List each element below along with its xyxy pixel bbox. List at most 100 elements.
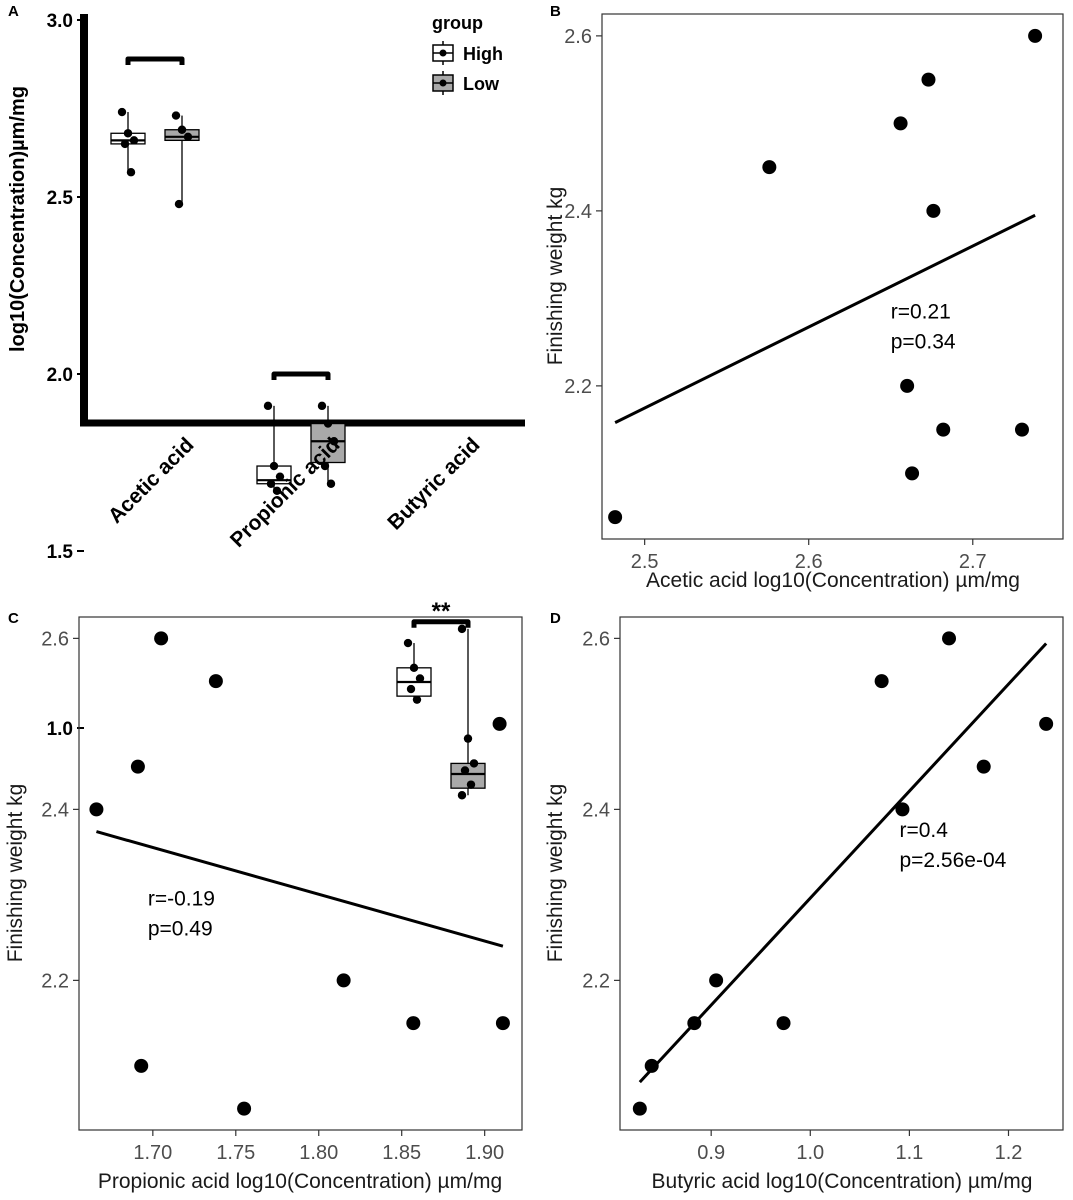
box-point (269, 461, 279, 471)
panel-c-r-value: r=-0.19 (148, 888, 215, 911)
box-point (272, 486, 282, 496)
scatter-point (905, 466, 920, 481)
box-point (469, 759, 479, 768)
scatter-point (976, 759, 991, 774)
panel-b-fit-line (614, 213, 1036, 424)
panel-a-y-tick-label: 1.5 (47, 542, 74, 563)
panel-a-boxplot: log10(Concentration)µm/mg 1.0 1.5 2.0 2.5 3.… (7, 11, 525, 800)
scatter-point (1014, 422, 1029, 437)
panel-a-y-tick-label: 2.0 (47, 365, 73, 386)
y-tick-label: 2.4 (564, 201, 592, 223)
box-point (174, 199, 184, 209)
panel-b-x-label: Acetic acid log10(Concentration) µm/mg (646, 569, 1020, 592)
scatter-point (926, 203, 941, 218)
panel-a-y-tick-label: 3.0 (47, 11, 73, 32)
x-tick-label: 1.0 (796, 1142, 824, 1164)
box-point (123, 129, 133, 138)
box-point (415, 674, 425, 683)
panel-d-y-label: Finishing weight kg (544, 784, 567, 963)
panel-a-y-label: log10(Concentration)µm/mg (7, 86, 29, 352)
scatter-point (632, 1101, 647, 1116)
box-point (120, 139, 130, 149)
panel-c-fit-line (96, 830, 504, 948)
significance-bracket (125, 56, 185, 65)
scatter-point (1039, 716, 1054, 731)
y-tick-label: 2.2 (41, 970, 69, 992)
panel-a-legend: group High Low (432, 13, 503, 95)
scatter-point (237, 1101, 252, 1116)
panel-letter-a: A (8, 3, 19, 20)
y-tick-label: 2.2 (582, 970, 610, 992)
panel-c-scatter: 1.70 1.75 1.80 1.85 1.90 2.2 2.4 2.6 r=-0.19 p=… (4, 616, 523, 1193)
box-low (310, 422, 346, 464)
box-point (263, 401, 273, 411)
box-point (457, 624, 467, 634)
panel-b-y-label: Finishing weight kg (544, 187, 567, 366)
scatter-point (608, 510, 623, 525)
x-tick-label: 1.2 (995, 1142, 1023, 1164)
panel-b-p-value: p=0.34 (891, 330, 956, 353)
box-point (406, 684, 416, 694)
legend-low-dot (439, 79, 447, 87)
panel-d-scatter: 0.9 1.0 1.1 1.2 2.2 2.4 2.6 r=0.4 p=2.56e-04 B… (544, 616, 1064, 1193)
category-label: Acetic acid (104, 433, 199, 528)
scatter-point (936, 422, 951, 437)
box-point (183, 132, 193, 142)
scatter-point (89, 802, 104, 817)
box-point (317, 401, 327, 411)
box-point (323, 419, 333, 428)
box-point (320, 461, 330, 471)
panel-d-r-value: r=0.4 (899, 819, 948, 842)
x-tick-label: 1.90 (465, 1142, 504, 1164)
scatter-point (336, 973, 351, 988)
scatter-point (154, 631, 169, 646)
y-tick-label: 2.6 (564, 26, 592, 48)
box-point (266, 479, 276, 488)
scatter-point (492, 716, 507, 731)
panel-d-fit-line (638, 642, 1048, 1084)
box-point (457, 791, 467, 800)
panel-d-frame (619, 616, 1064, 1131)
scatter-point (130, 759, 145, 774)
category-label: Butyric acid (383, 433, 484, 534)
scatter-point (208, 674, 223, 689)
legend-low-label: Low (463, 74, 500, 94)
scatter-point (762, 160, 777, 175)
x-tick-label: 2.5 (631, 551, 659, 573)
box-point (329, 437, 339, 446)
scatter-point (921, 72, 936, 87)
y-tick-label: 2.4 (41, 799, 69, 821)
box-point (177, 125, 187, 134)
panel-b-frame (601, 13, 1064, 540)
panel-c-frame (78, 616, 523, 1131)
scatter-point (1028, 28, 1043, 43)
x-tick-label: 0.9 (697, 1142, 725, 1164)
legend-high-dot (439, 49, 447, 57)
x-tick-label: 1.85 (382, 1142, 421, 1164)
panel-b-r-value: r=0.21 (891, 300, 951, 323)
box-point (460, 766, 470, 775)
panel-c-x-label: Propionic acid log10(Concentration) µm/m… (98, 1170, 502, 1193)
scatter-point (644, 1058, 659, 1073)
scatter-point (895, 802, 910, 817)
panel-d-p-value: p=2.56e-04 (899, 849, 1006, 872)
scatter-point (406, 1016, 421, 1031)
scatter-point (495, 1016, 510, 1031)
x-tick-label: 2.6 (795, 551, 823, 573)
box-point (326, 479, 336, 488)
box-point (403, 638, 413, 648)
panel-b-scatter: 2.5 2.6 2.7 2.2 2.4 2.6 r=0.21 p=0.34 Acetic … (544, 13, 1064, 592)
box-point (412, 695, 422, 704)
y-tick-label: 2.6 (41, 628, 69, 650)
box-point (117, 107, 127, 117)
scatter-point (776, 1016, 791, 1031)
box-point (129, 136, 139, 145)
y-tick-label: 2.4 (582, 799, 610, 821)
panel-letter-b: B (550, 3, 561, 20)
panel-c-p-value: p=0.49 (148, 918, 213, 941)
box-point (171, 111, 181, 120)
box-point (275, 472, 285, 481)
significance-label: ** (432, 598, 451, 625)
panel-letter-c: C (8, 610, 19, 627)
y-tick-label: 2.6 (582, 628, 610, 650)
